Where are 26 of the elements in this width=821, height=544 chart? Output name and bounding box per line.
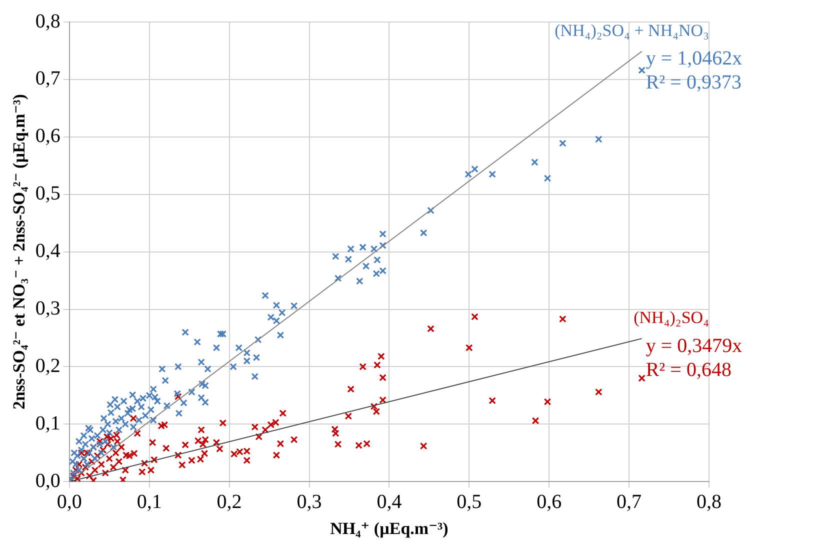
annotation: R² = 0,9373 [646,72,742,94]
text: (NH₄)₂SO₄ + NH₄NO₃ [554,20,710,40]
y-tick-label: 0,6 [35,125,60,148]
x-tick-label: 0,7 [616,490,642,513]
x-tick-label: 0,4 [376,490,402,513]
x-tick-label: 0,1 [136,490,162,513]
x-tick-label: 0,3 [296,490,322,513]
y-tick-label: 0,0 [35,470,60,492]
y-axis-title: 2nss-SO₄²⁻ et NO₃⁻ + 2nss-SO₄²⁻ (µEq.m⁻³) [10,94,29,410]
y-tick-label: 0,3 [35,298,60,320]
y-tick-label: 0,4 [35,240,60,262]
annotation: y = 1,0462x [646,48,742,70]
x-tick-label: 0,0 [56,490,82,513]
y-tick-label: 0,2 [35,354,60,377]
text: (NH₄)₂SO₄ [634,308,710,328]
x-tick-label: 0,2 [216,490,242,513]
y-tick-label: 0,8 [35,10,60,32]
x-tick-label: 0,5 [456,490,482,513]
annotation: R² = 0,648 [646,358,732,381]
y-tick-label: 0,1 [35,412,60,434]
x-axis-title: NH₄⁺ (µEq.m⁻³) [330,519,448,538]
x-tick-label: 0,6 [536,490,562,513]
y-tick-label: 0,7 [35,68,60,90]
x-tick-label: 0,8 [696,490,722,513]
annotation: y = 0,3479x [646,334,742,357]
y-tick-label: 0,5 [35,182,60,205]
